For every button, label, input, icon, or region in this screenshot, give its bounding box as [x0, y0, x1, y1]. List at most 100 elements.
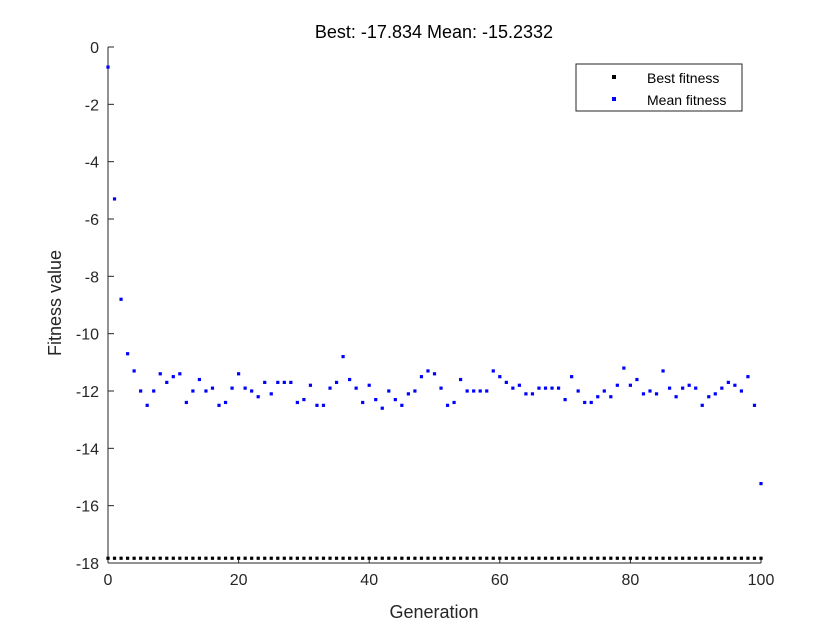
- y-tick-label: -16: [76, 499, 99, 516]
- best-fitness-point: [524, 556, 528, 560]
- mean-fitness-point: [145, 403, 149, 407]
- mean-fitness-point: [439, 386, 443, 390]
- best-fitness-point: [602, 556, 606, 560]
- mean-fitness-point: [178, 372, 182, 376]
- best-fitness-point: [184, 556, 188, 560]
- mean-fitness-point: [687, 383, 691, 387]
- mean-fitness-point: [289, 380, 293, 384]
- best-fitness-point: [276, 556, 280, 560]
- best-fitness-point: [191, 556, 195, 560]
- mean-fitness-point: [250, 389, 254, 393]
- best-fitness-point: [700, 556, 704, 560]
- mean-fitness-point: [165, 380, 169, 384]
- best-fitness-point: [119, 556, 123, 560]
- best-fitness-point: [504, 556, 508, 560]
- mean-fitness-point: [406, 392, 410, 396]
- best-fitness-point: [204, 556, 208, 560]
- best-fitness-point: [543, 556, 548, 560]
- best-fitness-point: [530, 556, 535, 560]
- mean-fitness-point: [139, 389, 143, 393]
- best-fitness-point: [348, 556, 352, 560]
- mean-fitness-point: [700, 403, 704, 407]
- best-fitness-point: [413, 556, 417, 560]
- best-fitness-point: [622, 556, 626, 560]
- best-fitness-point: [197, 556, 202, 560]
- mean-fitness-point: [361, 400, 365, 405]
- mean-fitness-point: [648, 389, 652, 393]
- best-fitness-point: [674, 556, 678, 560]
- mean-fitness-point: [524, 392, 528, 396]
- mean-fitness-point: [609, 395, 613, 399]
- best-fitness-point: [158, 556, 162, 560]
- best-fitness-point: [537, 556, 541, 560]
- mean-fitness-point: [204, 389, 208, 393]
- mean-fitness-point: [459, 377, 463, 382]
- mean-fitness-point: [517, 383, 521, 387]
- mean-fitness-point: [387, 389, 391, 393]
- mean-fitness-point: [498, 375, 502, 379]
- legend-marker-mean-fitness: [612, 97, 616, 101]
- x-tick-label: 20: [230, 572, 248, 589]
- best-fitness-point: [237, 556, 241, 560]
- best-fitness-point: [125, 556, 130, 560]
- mean-fitness-point: [426, 369, 430, 373]
- mean-fitness-point: [628, 383, 632, 387]
- mean-fitness-point: [419, 375, 424, 379]
- best-fitness-point: [635, 556, 639, 560]
- best-fitness-point: [380, 556, 384, 560]
- best-fitness-point: [667, 556, 672, 560]
- mean-fitness-point: [348, 377, 352, 382]
- best-fitness-point: [334, 556, 339, 560]
- best-fitness-point: [628, 556, 632, 560]
- mean-fitness-point: [654, 392, 659, 396]
- mean-fitness-point: [210, 386, 215, 390]
- best-fitness-point: [713, 556, 717, 560]
- legend-label-mean-fitness: Mean fitness: [647, 92, 726, 108]
- mean-fitness-point: [125, 352, 130, 356]
- mean-fitness-point: [641, 392, 646, 396]
- mean-fitness-point: [263, 380, 267, 384]
- mean-fitness-point: [491, 369, 495, 373]
- best-fitness-point: [759, 556, 763, 560]
- mean-fitness-point: [321, 403, 326, 407]
- best-fitness-point: [171, 556, 175, 560]
- mean-fitness-point: [374, 398, 378, 402]
- mean-fitness-point: [478, 389, 482, 393]
- mean-fitness-point: [112, 197, 117, 201]
- best-fitness-point: [295, 556, 299, 560]
- best-fitness-point: [445, 556, 450, 560]
- best-fitness-point: [354, 556, 358, 560]
- mean-fitness-point: [276, 380, 280, 384]
- mean-fitness-point: [465, 389, 469, 393]
- best-fitness-point: [576, 556, 580, 560]
- best-fitness-point: [210, 556, 215, 560]
- best-fitness-point: [400, 556, 404, 560]
- best-fitness-point: [720, 556, 724, 560]
- best-fitness-point: [641, 556, 646, 560]
- best-fitness-point: [511, 556, 515, 560]
- x-tick-label: 100: [748, 572, 775, 589]
- mean-fitness-point: [230, 386, 234, 390]
- mean-fitness-point: [511, 386, 515, 390]
- best-fitness-point: [328, 556, 332, 560]
- mean-fitness-point: [615, 383, 619, 387]
- legend-box: [575, 63, 743, 112]
- mean-fitness-point: [726, 380, 730, 384]
- legend-marker-best-fitness: [612, 75, 616, 79]
- best-fitness-point: [746, 556, 750, 560]
- mean-fitness-point: [315, 403, 319, 407]
- best-fitness-point: [654, 556, 659, 560]
- best-fitness-point: [256, 556, 260, 560]
- mean-fitness-point: [432, 372, 437, 376]
- legend-label-best-fitness: Best fitness: [647, 70, 719, 86]
- x-tick-label: 80: [622, 572, 640, 589]
- best-fitness-point: [361, 556, 365, 560]
- mean-fitness-point: [413, 389, 417, 393]
- mean-fitness-point: [308, 383, 313, 387]
- best-fitness-point: [752, 556, 757, 560]
- y-tick-label: -18: [76, 556, 99, 573]
- best-fitness-point: [615, 556, 619, 560]
- best-fitness-point: [315, 556, 319, 560]
- best-fitness-point: [230, 556, 234, 560]
